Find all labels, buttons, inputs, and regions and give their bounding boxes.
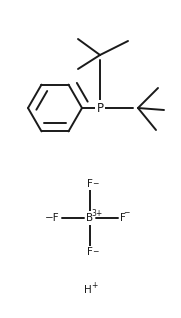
- Text: −F: −F: [45, 213, 60, 223]
- Text: B: B: [87, 213, 94, 223]
- Text: −: −: [123, 209, 129, 218]
- Text: +: +: [91, 280, 97, 289]
- Text: −: −: [92, 179, 98, 189]
- Text: F: F: [87, 247, 93, 257]
- Text: F: F: [87, 179, 93, 189]
- Text: P: P: [96, 101, 104, 114]
- Text: −: −: [92, 247, 98, 257]
- Text: H: H: [84, 285, 92, 295]
- Text: F: F: [120, 213, 126, 223]
- Text: 3+: 3+: [91, 209, 103, 218]
